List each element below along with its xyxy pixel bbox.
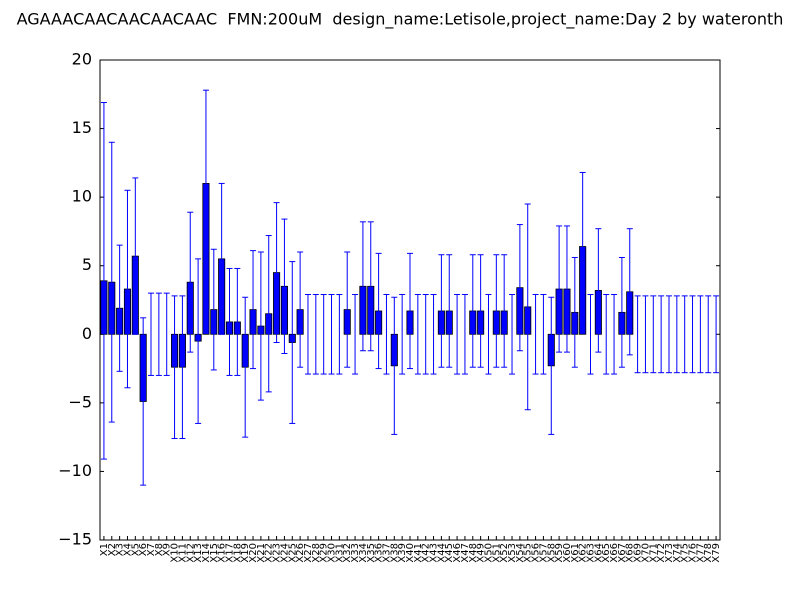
x-tick-label: X35: [366, 543, 377, 563]
x-tick-label: X33: [350, 543, 361, 563]
x-tick-label: X2: [107, 543, 118, 556]
x-tick-label: X74: [672, 543, 683, 563]
y-tick-label: 15: [72, 118, 92, 137]
x-tick-label: X10: [170, 543, 181, 563]
x-tick-label: X69: [633, 543, 644, 563]
x-tick-label: X1: [99, 543, 110, 556]
y-tick-label: 5: [82, 255, 92, 274]
x-tick-label: X58: [546, 543, 557, 563]
y-tick-label: 10: [72, 187, 92, 206]
y-tick-label: 0: [82, 324, 92, 343]
x-tick-label: X7: [146, 543, 157, 556]
x-tick-label: X20: [248, 543, 259, 563]
x-tick-label: X66: [609, 543, 620, 563]
x-tick-label: X41: [413, 543, 424, 563]
x-tick-label: X61: [570, 543, 581, 563]
x-tick-label: X22: [264, 543, 275, 563]
x-tick-label: X59: [554, 543, 565, 563]
x-tick-label: X24: [279, 543, 290, 563]
x-tick-label: X63: [586, 543, 597, 563]
y-tick-label: 20: [72, 50, 92, 69]
x-tick-label: X67: [617, 543, 628, 563]
x-tick-label: X11: [177, 543, 188, 563]
x-tick-label: X73: [664, 543, 675, 563]
x-tick-label: X14: [201, 543, 212, 563]
x-tick-label: X31: [334, 543, 345, 563]
x-tick-label: X64: [593, 543, 604, 563]
chart-title: AGAAACAACAACAACAAC FMN:200uM design_name…: [17, 10, 784, 30]
x-tick-label: X49: [476, 543, 487, 563]
x-tick-label: X29: [319, 543, 330, 563]
x-tick-label: X45: [444, 543, 455, 563]
y-tick-label: −15: [58, 530, 92, 549]
x-tick-label: X65: [601, 543, 612, 563]
x-tick-label: X19: [240, 543, 251, 563]
x-tick-label: X34: [358, 543, 369, 563]
x-tick-label: X77: [695, 543, 706, 563]
x-tick-label: X56: [531, 543, 542, 563]
x-tick-label: X68: [625, 543, 636, 563]
x-tick-label: X72: [656, 543, 667, 563]
x-tick-label: X13: [193, 543, 204, 563]
y-tick-label: −5: [68, 392, 92, 411]
x-tick-label: X48: [468, 543, 479, 563]
x-tick-label: X62: [578, 543, 589, 563]
x-tick-label: X3: [115, 543, 126, 556]
x-tick-label: X51: [491, 543, 502, 563]
x-tick-label: X5: [130, 543, 141, 556]
x-tick-label: X54: [515, 543, 526, 563]
x-tick-label: X46: [452, 543, 463, 563]
x-tick-label: X4: [122, 543, 133, 556]
x-tick-label: X15: [209, 543, 220, 563]
x-tick-label: X38: [389, 543, 400, 563]
x-tick-label: X55: [523, 543, 534, 563]
x-tick-label: X57: [538, 543, 549, 563]
x-tick-label: X26: [295, 543, 306, 563]
y-tick-label: −10: [58, 461, 92, 480]
x-tick-label: X37: [381, 543, 392, 563]
x-tick-label: X36: [374, 543, 385, 563]
x-tick-label: X43: [429, 543, 440, 563]
x-tick-label: X70: [640, 543, 651, 563]
x-tick-label: X27: [303, 543, 314, 563]
x-tick-label: X40: [405, 543, 416, 563]
x-tick-label: X42: [421, 543, 432, 563]
x-tick-label: X16: [217, 543, 228, 563]
x-tick-label: X6: [138, 543, 149, 556]
x-tick-label: X44: [436, 543, 447, 563]
x-tick-label: X79: [711, 543, 722, 563]
x-tick-label: X52: [499, 543, 510, 563]
x-tick-label: X23: [272, 543, 283, 563]
x-tick-label: X47: [460, 543, 471, 563]
x-tick-label: X28: [311, 543, 322, 563]
x-tick-label: X8: [154, 543, 165, 556]
x-tick-label: X12: [185, 543, 196, 563]
x-tick-label: X76: [688, 543, 699, 563]
x-tick-label: X71: [648, 543, 659, 563]
x-tick-label: X9: [162, 543, 173, 556]
x-tick-label: X30: [327, 543, 338, 563]
x-tick-label: X17: [224, 543, 235, 563]
x-tick-label: X75: [680, 543, 691, 563]
x-tick-label: X21: [256, 543, 267, 563]
x-tick-label: X60: [562, 543, 573, 563]
x-tick-label: X25: [287, 543, 298, 563]
x-tick-label: X32: [342, 543, 353, 563]
x-tick-label: X18: [232, 543, 243, 563]
x-tick-label: X39: [397, 543, 408, 563]
x-tick-label: X53: [507, 543, 518, 563]
x-tick-label: X50: [483, 543, 494, 563]
x-tick-label: X78: [703, 543, 714, 563]
